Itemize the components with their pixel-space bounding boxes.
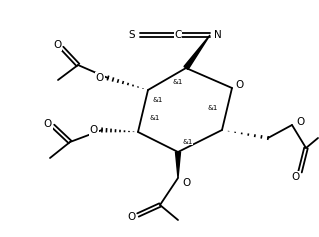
Text: &1: &1 — [183, 139, 193, 145]
Text: O: O — [291, 172, 299, 182]
Text: &1: &1 — [208, 105, 218, 111]
Text: S: S — [129, 30, 135, 40]
Text: C: C — [174, 30, 182, 40]
Text: O: O — [44, 119, 52, 129]
Polygon shape — [184, 35, 210, 69]
Polygon shape — [175, 152, 181, 178]
Text: O: O — [127, 212, 135, 222]
Text: &1: &1 — [173, 79, 183, 85]
Text: O: O — [53, 40, 61, 50]
Text: &1: &1 — [153, 97, 163, 103]
Text: O: O — [236, 80, 244, 90]
Text: N: N — [214, 30, 222, 40]
Text: O: O — [90, 125, 98, 135]
Text: O: O — [182, 178, 190, 188]
Text: O: O — [96, 73, 104, 83]
Text: O: O — [296, 117, 304, 127]
Text: &1: &1 — [150, 115, 160, 121]
